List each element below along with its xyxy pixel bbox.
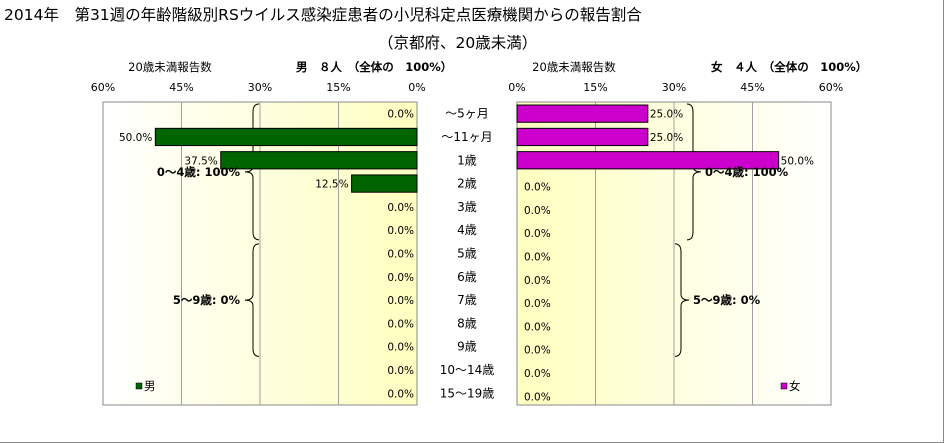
right-data-label: 0.0% [524, 298, 551, 310]
category-label: 9歳 [457, 340, 477, 354]
right-legend-swatch [780, 382, 788, 390]
left-bar [154, 127, 418, 147]
right-panel-header: 女 ４人 （全体の 100%） [711, 60, 867, 74]
left-data-label: 0.0% [387, 249, 414, 261]
right-data-label: 50.0% [781, 155, 814, 167]
right-axis-title: 20歳未満報告数 [532, 60, 616, 74]
left-data-label: 0.0% [387, 225, 414, 237]
right-bar [516, 104, 649, 123]
left-bracket-label: 0～4歳: 100% [157, 165, 241, 179]
right-data-label: 0.0% [524, 205, 551, 217]
category-label: 15～19歳 [440, 386, 495, 400]
category-label: 3歳 [457, 200, 477, 214]
category-label: ～11ヶ月 [441, 130, 492, 144]
left-data-label: 0.0% [387, 342, 414, 354]
right-data-label: 0.0% [524, 345, 551, 357]
left-data-label: 0.0% [387, 272, 414, 284]
left-data-label: 0.0% [387, 109, 414, 121]
right-bracket-label: 5～9歳: 0% [693, 293, 761, 307]
right-data-label: 0.0% [524, 321, 551, 333]
left-data-label: 37.5% [184, 155, 217, 167]
right-tick-label: 30% [662, 81, 686, 94]
left-data-label: 0.0% [387, 388, 414, 400]
category-label: ～5ヶ月 [445, 107, 489, 121]
left-axis-title: 20歳未満報告数 [128, 60, 212, 74]
category-label: 8歳 [457, 316, 477, 330]
right-data-label: 0.0% [524, 252, 551, 264]
left-data-label: 0.0% [387, 295, 414, 307]
right-data-label: 0.0% [524, 391, 551, 403]
right-bracket-label: 0～4歳: 100% [705, 165, 789, 179]
left-legend-label: 男 [144, 379, 156, 393]
right-tick-label: 60% [819, 81, 843, 94]
category-label: 6歳 [457, 270, 477, 284]
right-bracket [674, 243, 690, 357]
left-data-label: 0.0% [387, 202, 414, 214]
category-label: 1歳 [457, 153, 477, 167]
left-bracket [244, 243, 260, 357]
category-label: 10～14歳 [440, 363, 495, 377]
left-data-label: 0.0% [387, 365, 414, 377]
left-tick-label: 60% [91, 81, 115, 94]
chart-subtitle: （京都府、20歳未満） [378, 34, 538, 52]
right-data-label: 25.0% [650, 109, 683, 121]
left-tick-label: 45% [169, 81, 193, 94]
left-legend-swatch [135, 382, 143, 390]
left-data-label: 50.0% [119, 132, 152, 144]
category-label: 7歳 [457, 293, 477, 307]
left-tick-label: 15% [326, 81, 350, 94]
left-panel-header: 男 ８人 （全体の 100%） [296, 60, 452, 74]
chart-title: 2014年 第31週の年齢階級別RSウイルス感染症患者の小児科定点医療機関からの… [4, 6, 642, 24]
right-bar [516, 151, 780, 170]
right-tick-label: 45% [740, 81, 764, 94]
right-data-label: 0.0% [524, 182, 551, 194]
right-tick-label: 0% [508, 81, 525, 94]
category-label: 2歳 [457, 177, 477, 191]
left-data-label: 12.5% [315, 179, 348, 191]
right-data-label: 0.0% [524, 368, 551, 380]
right-data-label: 0.0% [524, 228, 551, 240]
right-bracket [686, 103, 702, 241]
category-label: 5歳 [457, 247, 477, 261]
left-data-label: 0.0% [387, 318, 414, 330]
left-bar [220, 151, 418, 170]
right-bar [516, 127, 649, 147]
right-tick-label: 15% [583, 81, 607, 94]
right-data-label: 0.0% [524, 275, 551, 287]
right-legend-label: 女 [789, 379, 801, 393]
left-tick-label: 0% [408, 81, 425, 94]
right-data-label: 25.0% [650, 132, 683, 144]
category-label: 4歳 [457, 223, 477, 237]
left-bracket-label: 5～9歳: 0% [173, 293, 241, 307]
left-tick-label: 30% [248, 81, 272, 94]
left-bar [351, 174, 418, 193]
left-bracket [244, 103, 260, 241]
